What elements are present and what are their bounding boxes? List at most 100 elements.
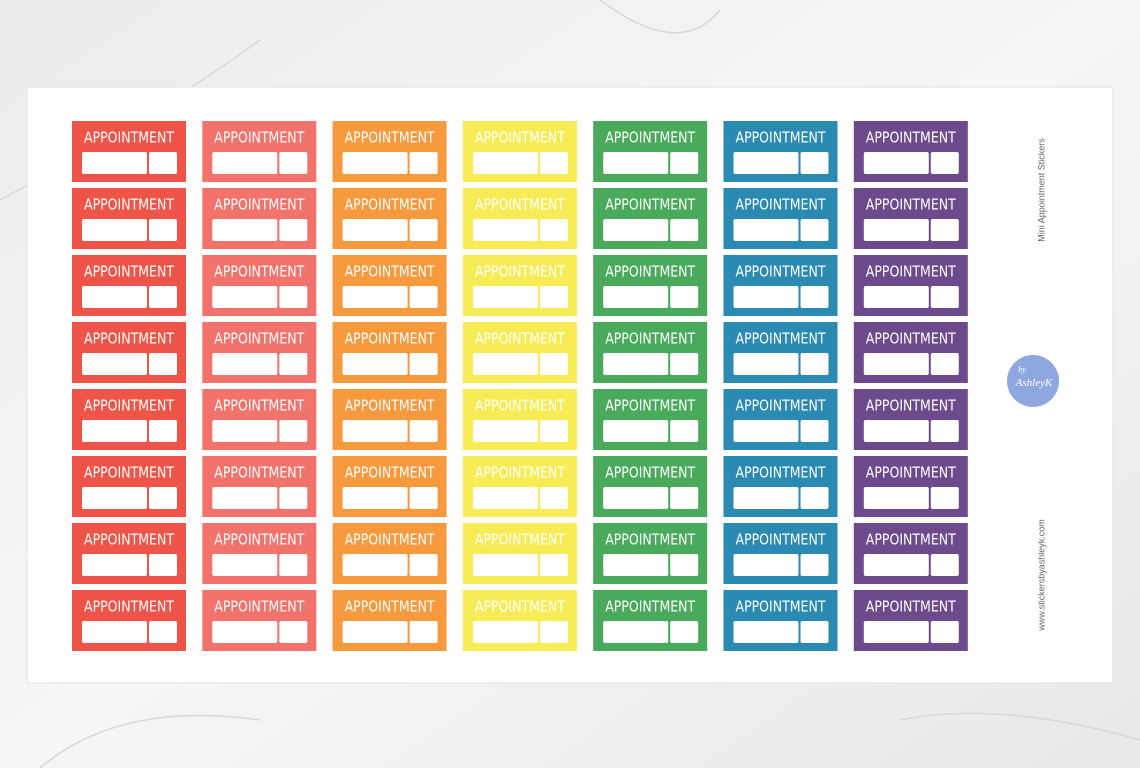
sticker-label: APPOINTMENT (84, 129, 175, 147)
write-box (472, 353, 538, 375)
sticker-label: APPOINTMENT (475, 464, 566, 482)
write-box-small (670, 286, 699, 308)
sticker-label: APPOINTMENT (84, 330, 175, 348)
sticker-label: APPOINTMENT (605, 464, 696, 482)
sticker-label: APPOINTMENT (214, 196, 305, 214)
sticker-label: APPOINTMENT (475, 263, 566, 281)
write-box (863, 420, 929, 442)
sticker-label: APPOINTMENT (605, 330, 696, 348)
write-box-small (279, 353, 308, 375)
write-box (342, 621, 408, 643)
sticker-label: APPOINTMENT (605, 397, 696, 415)
sticker-label: APPOINTMENT (345, 464, 436, 482)
write-box (472, 621, 538, 643)
sticker-label: APPOINTMENT (345, 531, 436, 549)
write-box (472, 554, 538, 576)
sticker-label: APPOINTMENT (84, 397, 175, 415)
write-box (82, 152, 147, 174)
sticker-label: APPOINTMENT (475, 598, 566, 616)
write-box (212, 554, 278, 576)
write-box (733, 286, 799, 308)
write-box (212, 219, 278, 241)
write-box (603, 219, 669, 241)
write-box (603, 621, 669, 643)
write-box-small (670, 420, 699, 442)
write-box-small (930, 286, 959, 308)
write-box-small (930, 152, 959, 174)
write-box-small (539, 152, 568, 174)
write-box (342, 353, 408, 375)
sticker-label: APPOINTMENT (214, 464, 305, 482)
write-box (212, 420, 278, 442)
write-box (82, 353, 147, 375)
sticker-label: APPOINTMENT (345, 263, 436, 281)
sticker-label: APPOINTMENT (736, 531, 827, 549)
write-box-small (670, 621, 699, 643)
write-box (472, 152, 538, 174)
write-box (733, 420, 799, 442)
write-box-small (930, 554, 959, 576)
write-box-small (800, 420, 829, 442)
write-box-small (670, 152, 699, 174)
sticker-label: APPOINTMENT (866, 196, 957, 214)
write-box-small (800, 353, 829, 375)
write-box-small (279, 286, 308, 308)
write-box-small (279, 219, 308, 241)
write-box-small (930, 420, 959, 442)
write-box-small (930, 353, 959, 375)
sticker-label: APPOINTMENT (84, 464, 175, 482)
write-box (82, 554, 147, 576)
write-box-small (670, 554, 699, 576)
write-box-small (149, 621, 177, 643)
write-box-small (279, 152, 308, 174)
write-box (472, 487, 538, 509)
write-box-small (539, 286, 568, 308)
write-box (342, 152, 408, 174)
sticker-label: APPOINTMENT (475, 196, 566, 214)
sticker-label: APPOINTMENT (214, 598, 305, 616)
sticker-label: APPOINTMENT (736, 330, 827, 348)
write-box-small (539, 219, 568, 241)
sticker-label: APPOINTMENT (84, 196, 175, 214)
sticker-label: APPOINTMENT (866, 598, 957, 616)
write-box-small (409, 353, 438, 375)
write-box-small (279, 487, 308, 509)
write-box-small (800, 219, 829, 241)
write-box (603, 487, 669, 509)
sticker-label: APPOINTMENT (475, 531, 566, 549)
write-box-small (279, 554, 308, 576)
sticker-label: APPOINTMENT (475, 397, 566, 415)
sticker-label: APPOINTMENT (866, 397, 957, 415)
sticker-label: APPOINTMENT (214, 397, 305, 415)
write-box (342, 219, 408, 241)
write-box (342, 487, 408, 509)
write-box (342, 286, 408, 308)
sticker-label: APPOINTMENT (736, 598, 827, 616)
sticker-label: APPOINTMENT (214, 129, 305, 147)
write-box (863, 554, 929, 576)
write-box-small (670, 353, 699, 375)
sticker-label: APPOINTMENT (736, 129, 827, 147)
write-box-small (409, 286, 438, 308)
write-box (82, 420, 147, 442)
write-box (212, 487, 278, 509)
write-box-small (800, 286, 829, 308)
write-box (863, 487, 929, 509)
logo-badge (1007, 355, 1059, 407)
logo-by: by (1018, 365, 1026, 374)
sheet-title: Mini Appointment Stickers (1036, 138, 1046, 242)
write-box (472, 286, 538, 308)
sticker-label: APPOINTMENT (345, 196, 436, 214)
sticker-label: APPOINTMENT (345, 598, 436, 616)
write-box (212, 286, 278, 308)
write-box-small (930, 219, 959, 241)
write-box-small (539, 554, 568, 576)
sticker-label: APPOINTMENT (84, 598, 175, 616)
write-box-small (930, 487, 959, 509)
sticker-label: APPOINTMENT (866, 464, 957, 482)
write-box (212, 353, 278, 375)
write-box-small (800, 621, 829, 643)
write-box-small (539, 487, 568, 509)
sticker-label: APPOINTMENT (866, 330, 957, 348)
write-box (603, 286, 669, 308)
